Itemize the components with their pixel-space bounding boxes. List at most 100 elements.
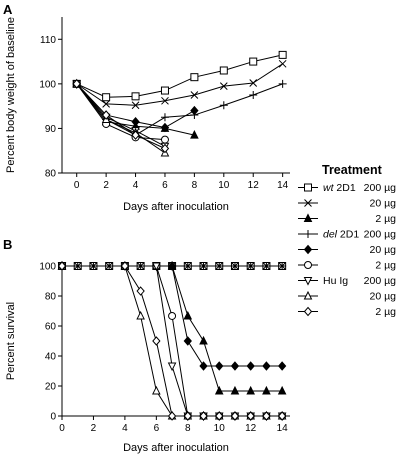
panel-b-series-5-point xyxy=(277,361,287,371)
panel-a-chart: 0 2 4 6 8 10 12 14 80 90 100 110 Days after inoculat… xyxy=(5,17,290,213)
legend-marker-5 xyxy=(303,244,313,255)
panel-a-x-tick-label: 8 xyxy=(192,180,198,191)
panel-a-series-1-point xyxy=(190,73,199,82)
panel-b-series-4-point xyxy=(262,262,271,270)
legend-marker-2 xyxy=(304,199,312,207)
panel-b-x-tick-label: 12 xyxy=(245,423,257,434)
panel-b-y-tick-label: 20 xyxy=(45,382,57,393)
panel-b-series-9-point xyxy=(246,411,255,421)
panel-b-series-3-line xyxy=(62,265,283,392)
panel-b-series-5-point xyxy=(246,361,255,371)
legend-dose-9: 2 µg xyxy=(375,306,396,318)
legend-group-7: Hu Ig xyxy=(323,275,348,287)
panel-a-y-axis-title: Percent body weight of baseline xyxy=(5,17,17,173)
panel-b-series-6-point xyxy=(168,311,177,320)
panel-a-series-9-point xyxy=(160,143,170,154)
panel-b-series-4-point xyxy=(215,262,224,270)
panel-b-y-axis-title: Percent survival xyxy=(5,302,17,380)
panel-b-series-9-point xyxy=(199,411,208,421)
panel-b-series-3-point xyxy=(183,310,193,320)
panel-b-y-tick-label: 80 xyxy=(45,292,57,303)
panel-a-series-2-point xyxy=(278,59,287,68)
legend-group-suffix-7: Hu Ig xyxy=(323,275,348,287)
panel-a-y-tick-label: 80 xyxy=(45,169,57,180)
panel-b-series-4-point xyxy=(246,262,255,270)
panel-a-series-3-point xyxy=(190,129,199,139)
panel-a-series-2-point xyxy=(102,100,110,108)
panel-b-x-tick-label: 6 xyxy=(154,423,160,434)
legend-marker-6 xyxy=(304,261,312,269)
panel-b-series-7-point xyxy=(167,362,177,372)
panel-a-x-tick-label: 12 xyxy=(248,180,260,191)
legend-dose-6: 2 µg xyxy=(375,260,396,272)
legend-marker-7 xyxy=(303,277,313,286)
panel-b-series-8-point xyxy=(136,310,145,320)
panel-a-x-tick-label: 4 xyxy=(133,180,139,191)
panel-a-series-1-point xyxy=(278,50,287,59)
panel-b-series-9-point xyxy=(120,261,130,271)
panel-b-y-tick-label: 0 xyxy=(50,412,56,423)
panel-a-series-1-point xyxy=(131,92,140,101)
panel-b-series-9-point xyxy=(57,261,67,271)
panel-a-series-1-point xyxy=(102,93,111,102)
panel-b-series-3-point xyxy=(262,385,271,395)
panel-b-x-tick-label: 14 xyxy=(277,423,289,434)
panel-a-series-9-line xyxy=(76,83,166,149)
legend-dose-2: 20 µg xyxy=(370,198,397,210)
panel-a-series-5-point xyxy=(131,116,140,127)
panel-a-series-4-point xyxy=(160,113,169,122)
panel-a-x-tick-label: 14 xyxy=(277,180,289,191)
legend-dose-5: 20 µg xyxy=(370,244,397,256)
panel-a-x-tick-label: 6 xyxy=(162,180,168,191)
panel-a-y-tick-label: 90 xyxy=(45,124,57,135)
legend-dose-7: 200 µg xyxy=(364,275,396,287)
panel-b-series-9-point xyxy=(136,286,145,296)
panel-b-series-3-point xyxy=(246,385,255,395)
panel-b-series-9-point xyxy=(152,336,161,346)
panel-b-y-tick-label: 40 xyxy=(45,352,57,363)
panel-a-series-1-point xyxy=(160,86,169,95)
panel-b-series-9-point xyxy=(215,411,224,421)
panel-a-series-6-point xyxy=(160,135,169,144)
panel-b-series-5-point xyxy=(167,261,177,271)
panel-a-series-1-point xyxy=(219,66,228,75)
panel-a-series-2-line xyxy=(76,63,283,106)
panel-b-series-3-point xyxy=(214,385,224,395)
legend-marker-9 xyxy=(303,306,313,317)
panel-b-series-3-point xyxy=(199,335,208,345)
panel-a-series-2-point xyxy=(190,91,199,99)
panel-a-y-tick-label: 100 xyxy=(39,79,56,90)
panel-b-x-tick-label: 0 xyxy=(59,423,65,434)
panel-a-series-9-point xyxy=(72,79,81,89)
panel-a-series-4-point xyxy=(219,101,228,110)
panel-b-series-5-point xyxy=(183,336,192,346)
panel-b-series-9-point xyxy=(277,411,287,421)
legend-marker-1 xyxy=(304,183,312,192)
panel-a-series-4-point xyxy=(278,79,287,88)
panel-b-y-tick-label: 100 xyxy=(39,262,56,273)
panel-a-x-axis-title: Days after inoculation xyxy=(123,201,229,213)
legend-dose-3: 2 µg xyxy=(375,213,396,225)
legend-title: Treatment xyxy=(322,163,383,177)
panel-a-series-5-point xyxy=(190,105,199,116)
panel-a-series-2-point xyxy=(161,96,169,105)
panel-b-x-tick-label: 4 xyxy=(122,423,128,434)
legend-group-4: del 2D1 xyxy=(323,229,359,241)
panel-b-letter: B xyxy=(3,237,12,252)
legend-group-suffix-4: 2D1 xyxy=(337,229,359,241)
panel-b-series-4-point xyxy=(183,262,192,270)
panel-b-x-tick-label: 2 xyxy=(91,423,97,434)
legend-group-prefix-1: wt xyxy=(323,182,335,194)
panel-a-series-8-line xyxy=(76,83,166,154)
legend-group-prefix-4: del xyxy=(323,229,338,241)
panel-a-x-tick-label: 2 xyxy=(103,180,109,191)
panel-b-x-axis-title: Days after inoculation xyxy=(123,442,229,454)
panel-a-series-5-point xyxy=(160,122,170,133)
panel-a-series-2-point xyxy=(131,101,140,110)
panel-b-chart: 0 2 4 6 8 10 12 14 0 20 40 60 80 100 Days after inocul… xyxy=(5,260,290,454)
panel-a-series-1-line xyxy=(76,54,283,98)
panel-b-series-4-point xyxy=(199,262,208,270)
panel-b-series-4-point xyxy=(230,262,239,270)
panel-b-series-4-point xyxy=(278,262,287,270)
